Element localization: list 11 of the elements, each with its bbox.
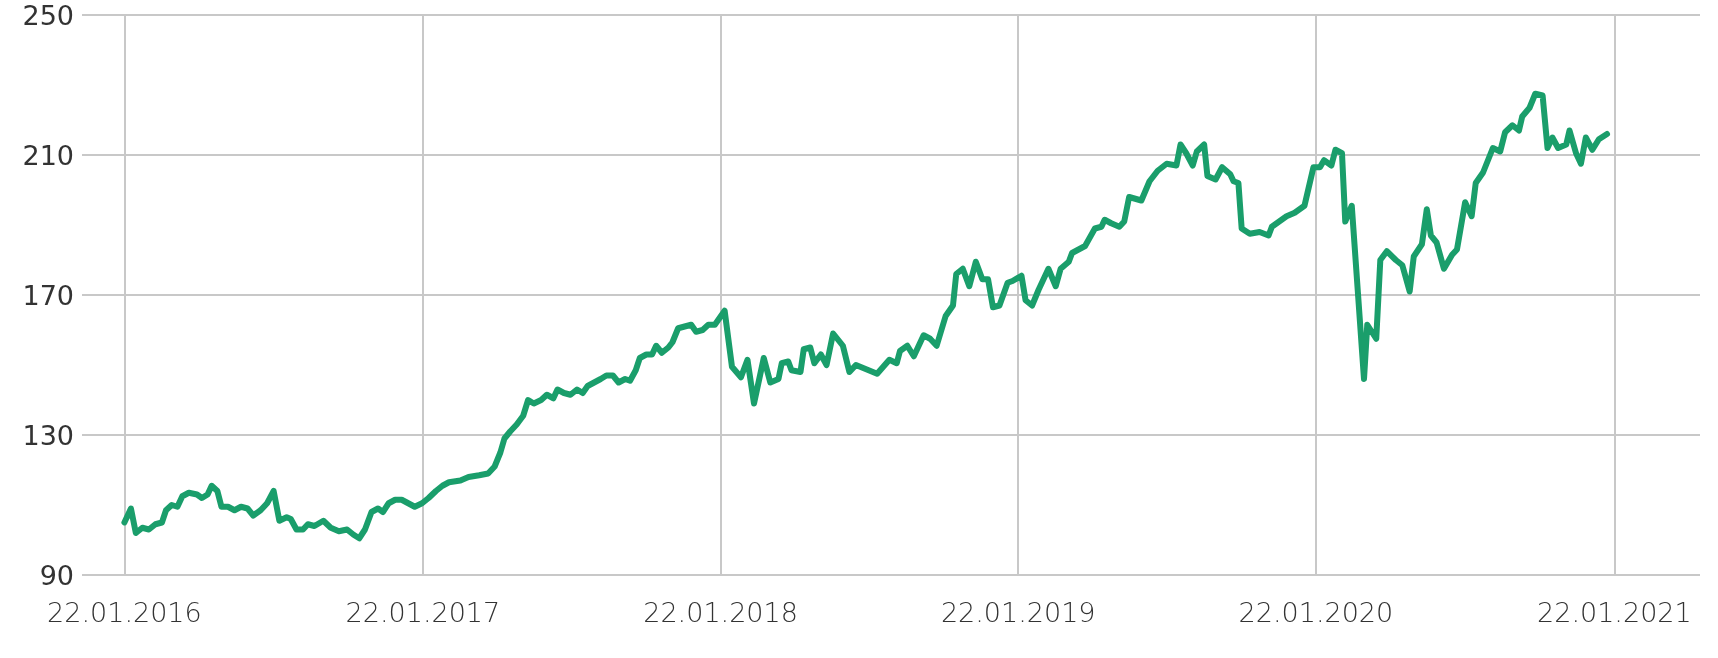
- x-tick-label: 22.01.2021: [1537, 597, 1692, 628]
- y-tick-label: 90: [39, 559, 74, 591]
- x-tick-label: 22.01.2020: [1238, 597, 1394, 628]
- x-tick-label: 22.01.2017: [345, 597, 501, 628]
- x-tick-label: 22.01.2018: [643, 597, 798, 628]
- y-tick-label: 250: [22, 0, 74, 31]
- y-tick-label: 130: [22, 419, 74, 451]
- x-tick-label: 22.01.2016: [47, 597, 202, 628]
- x-tick-label: 22.01.2019: [940, 597, 1096, 628]
- y-tick-label: 210: [22, 139, 74, 171]
- y-tick-label: 170: [22, 279, 74, 311]
